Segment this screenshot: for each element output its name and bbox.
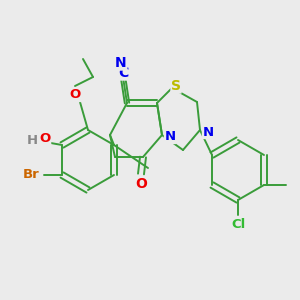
Text: Br: Br [22, 169, 39, 182]
Text: N: N [164, 130, 175, 143]
Text: N: N [115, 56, 127, 70]
Text: C: C [118, 66, 128, 80]
Text: N: N [202, 125, 214, 139]
Text: H: H [26, 134, 38, 146]
Text: S: S [171, 79, 181, 93]
Text: O: O [39, 133, 51, 146]
Text: O: O [135, 177, 147, 191]
Text: O: O [69, 88, 81, 101]
Text: Cl: Cl [231, 218, 245, 230]
